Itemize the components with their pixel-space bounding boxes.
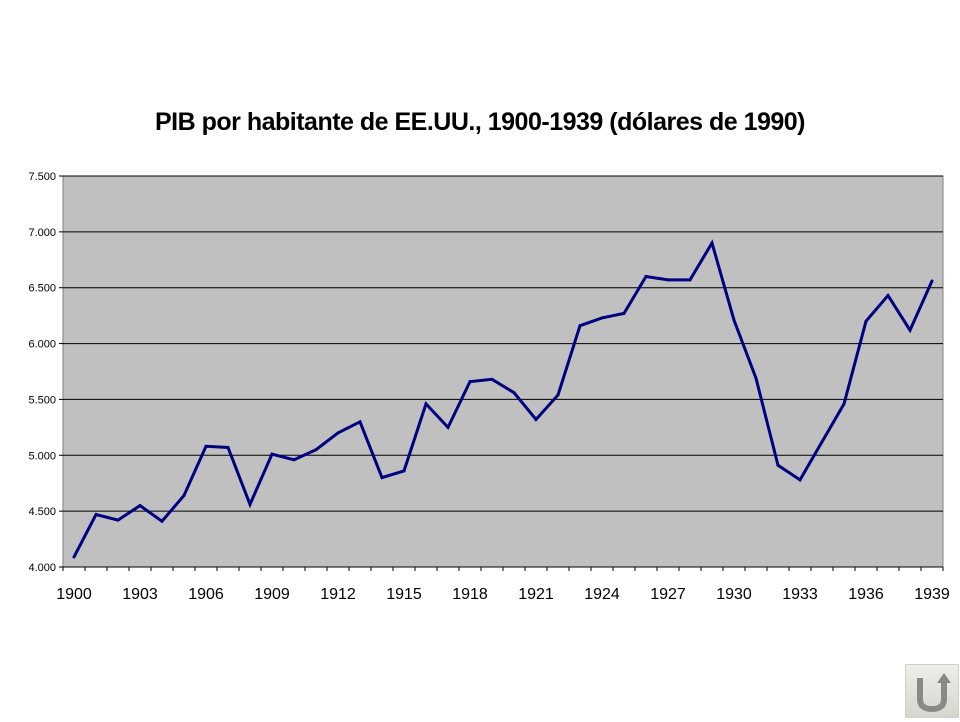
series-line <box>72 239 934 558</box>
data-point <box>864 319 868 323</box>
x-tick-label: 1918 <box>452 586 488 603</box>
data-point <box>72 555 76 559</box>
return-arrow-icon <box>917 673 951 713</box>
y-tick-label: 4.500 <box>28 506 56 518</box>
data-point <box>160 519 164 523</box>
data-point <box>336 431 340 435</box>
y-tick-label: 7.000 <box>28 227 56 239</box>
data-point <box>842 402 846 406</box>
data-point <box>226 445 230 449</box>
data-point <box>820 440 824 444</box>
x-tick-label: 1939 <box>914 586 950 603</box>
data-point <box>248 502 252 506</box>
data-point <box>116 518 120 522</box>
plot-area <box>62 175 944 568</box>
data-point <box>138 504 142 508</box>
data-point <box>534 418 538 422</box>
data-point <box>622 311 626 315</box>
data-point <box>798 478 802 482</box>
data-point <box>732 318 736 322</box>
data-point <box>578 324 582 328</box>
x-tick-label: 1903 <box>122 586 158 603</box>
x-tick-label: 1927 <box>650 586 686 603</box>
data-point <box>446 425 450 429</box>
data-point <box>270 452 274 456</box>
data-point <box>886 294 890 298</box>
data-point <box>94 512 98 516</box>
x-tick-label: 1921 <box>518 586 554 603</box>
data-point <box>292 458 296 462</box>
x-tick-label: 1915 <box>386 586 422 603</box>
x-tick-label: 1906 <box>188 586 224 603</box>
x-tick-label: 1933 <box>782 586 818 603</box>
data-point <box>688 278 692 282</box>
data-point <box>204 444 208 448</box>
data-point <box>754 376 758 380</box>
chart-title: PIB por habitante de EE.UU., 1900-1939 (… <box>154 108 806 136</box>
y-tick-label: 4.000 <box>28 562 56 574</box>
y-tick-label: 7.500 <box>28 171 56 183</box>
data-point <box>930 279 934 283</box>
data-point <box>908 328 912 332</box>
x-tick-label: 1912 <box>320 586 356 603</box>
data-point <box>424 402 428 406</box>
data-point <box>644 275 648 279</box>
data-point <box>776 463 780 467</box>
x-tick-label: 1909 <box>254 586 290 603</box>
y-tick-label: 5.500 <box>28 394 56 406</box>
data-point <box>380 476 384 480</box>
data-point <box>402 469 406 473</box>
y-tick-label: 6.000 <box>28 339 56 351</box>
x-tick-label: 1924 <box>584 586 620 603</box>
y-tick-label: 6.500 <box>28 283 56 295</box>
y-tick-label: 5.000 <box>28 450 56 462</box>
data-point <box>468 380 472 384</box>
data-point <box>556 393 560 397</box>
x-tick-label: 1936 <box>848 586 884 603</box>
data-point <box>314 448 318 452</box>
x-tick-label: 1930 <box>716 586 752 603</box>
data-point <box>490 377 494 381</box>
x-tick-label: 1900 <box>56 586 92 603</box>
data-point <box>710 241 714 245</box>
data-point <box>512 391 516 395</box>
data-point <box>182 494 186 498</box>
data-point <box>358 420 362 424</box>
data-point <box>666 278 670 282</box>
back-button[interactable] <box>905 664 959 718</box>
data-point <box>600 316 604 320</box>
